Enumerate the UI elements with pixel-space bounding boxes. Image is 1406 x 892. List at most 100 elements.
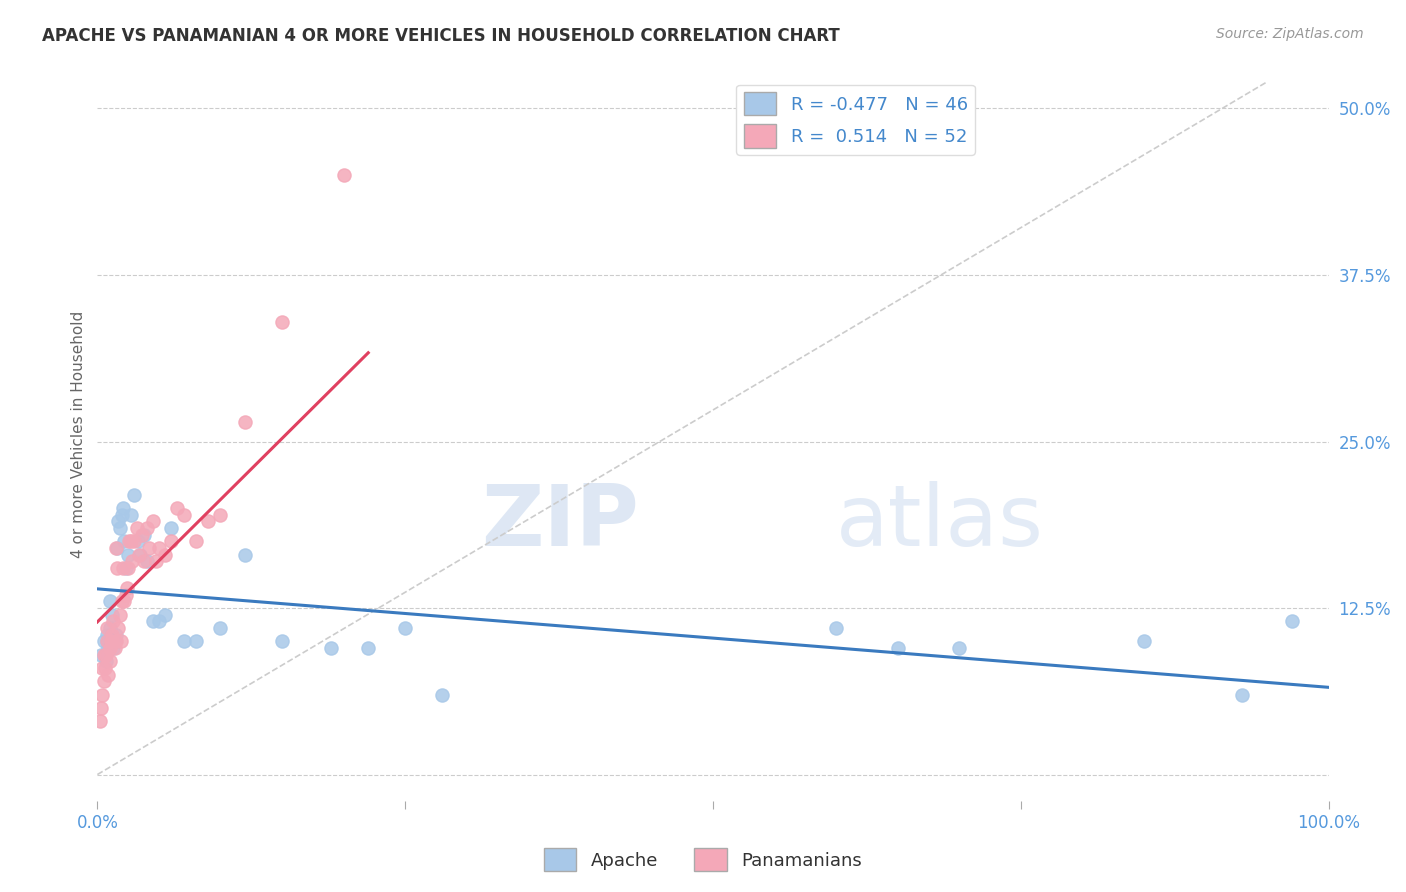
Point [142,515,165,529]
Point [103,615,125,629]
Point [135,554,157,568]
Point [104,628,127,642]
Point [184,534,207,549]
Point [97,640,120,655]
Point [111,594,134,608]
Point [233,548,256,562]
Point [125,521,148,535]
Point [148,541,170,555]
Point [153,607,176,622]
Point [153,548,176,562]
Point [138,541,160,555]
Point [135,521,157,535]
Point [120,534,142,549]
Point [93,648,115,662]
Point [93,634,115,648]
Point [94,648,117,662]
Point [91,688,114,702]
Point [112,501,135,516]
Point [114,534,136,549]
Text: ZIP: ZIP [481,482,640,565]
Point [120,508,142,522]
Point [91,661,114,675]
Point [129,548,152,562]
Point [114,594,136,608]
Point [124,488,146,502]
Point [104,634,127,648]
Point [394,621,416,635]
Point [101,607,124,622]
Point [825,621,848,635]
Point [948,640,970,655]
Point [184,634,207,648]
Point [93,661,115,675]
Point [886,640,908,655]
Point [114,588,136,602]
Text: APACHE VS PANAMANIAN 4 OR MORE VEHICLES IN HOUSEHOLD CORRELATION CHART: APACHE VS PANAMANIAN 4 OR MORE VEHICLES … [42,27,839,45]
Point [97,667,120,681]
Point [209,508,232,522]
Point [357,640,380,655]
Point [100,634,122,648]
Point [100,628,122,642]
Point [96,628,118,642]
Y-axis label: 4 or more Vehicles in Household: 4 or more Vehicles in Household [72,311,86,558]
Point [233,415,256,429]
Point [104,640,127,655]
Point [145,554,167,568]
Point [321,640,343,655]
Point [160,534,183,549]
Point [105,561,128,575]
Point [103,640,125,655]
Point [197,515,219,529]
Point [160,521,183,535]
Point [107,515,129,529]
Legend: R = -0.477   N = 46, R =  0.514   N = 52: R = -0.477 N = 46, R = 0.514 N = 52 [737,85,974,154]
Point [98,640,121,655]
Point [209,621,232,635]
Point [114,561,136,575]
Point [131,528,153,542]
Point [271,315,294,329]
Point [104,634,127,648]
Point [173,634,195,648]
Point [121,554,143,568]
Point [271,634,294,648]
Point [1281,615,1303,629]
Point [96,634,118,648]
Point [332,168,354,182]
Text: Source: ZipAtlas.com: Source: ZipAtlas.com [1216,27,1364,41]
Point [98,654,121,668]
Point [96,621,118,635]
Point [1232,688,1254,702]
Point [128,548,150,562]
Point [108,607,131,622]
Point [142,615,165,629]
Point [107,621,129,635]
Point [124,534,146,549]
Point [96,634,118,648]
Point [148,615,170,629]
Point [89,714,111,729]
Point [94,654,117,668]
Point [115,581,138,595]
Point [108,521,131,535]
Point [430,688,453,702]
Point [173,508,195,522]
Point [105,541,128,555]
Point [104,541,127,555]
Legend: Apache, Panamanians: Apache, Panamanians [537,841,869,879]
Point [134,554,156,568]
Point [134,528,156,542]
Point [118,534,141,549]
Point [101,628,124,642]
Point [117,548,139,562]
Point [117,561,139,575]
Point [90,701,112,715]
Point [93,674,115,689]
Text: atlas: atlas [837,482,1045,565]
Point [98,621,121,635]
Point [111,508,134,522]
Point [110,634,132,648]
Point [90,648,112,662]
